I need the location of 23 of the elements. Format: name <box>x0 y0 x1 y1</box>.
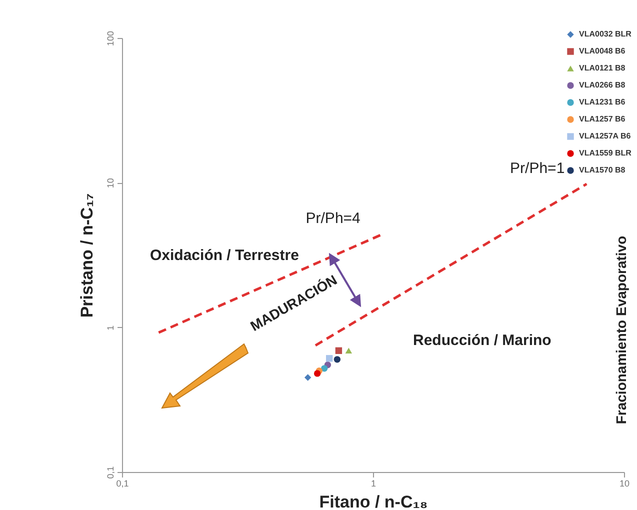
y-tick-label: 1 <box>106 325 116 330</box>
series-label: Pr/Ph=1 <box>510 160 565 177</box>
annotation: Fracionamiento Evaporativo <box>613 236 629 424</box>
legend-label: VLA0266 B8 <box>579 80 626 90</box>
legend-label: VLA1559 BLR <box>579 148 632 158</box>
annotation: Reducción / Marino <box>413 332 552 349</box>
y-tick-label: 100 <box>106 30 116 46</box>
y-axis-title: Pristano / n-C₁₇ <box>78 193 96 318</box>
legend-label: VLA1257 B6 <box>579 114 626 124</box>
x-axis-title: Fitano / n-C₁₈ <box>319 492 428 510</box>
legend-label: VLA1257A B6 <box>579 132 632 140</box>
x-tick-label: 0,1 <box>116 478 129 488</box>
legend-label: VLA0121 B8 <box>579 64 626 72</box>
x-tick-label: 1 <box>370 478 376 488</box>
y-tick-label: 0,1 <box>106 466 116 479</box>
series-label: Pr/Ph=4 <box>306 210 360 228</box>
legend-label: VLA1570 B8 <box>579 166 626 174</box>
y-tick-label: 10 <box>106 178 116 188</box>
x-tick-label: 10 <box>619 478 630 488</box>
legend-label: VLA0048 B6 <box>579 46 626 56</box>
annotation: Oxidación / Terrestre <box>150 247 299 264</box>
legend-label: VLA0032 BLR <box>579 30 632 38</box>
legend-label: VLA1231 B6 <box>579 98 626 106</box>
